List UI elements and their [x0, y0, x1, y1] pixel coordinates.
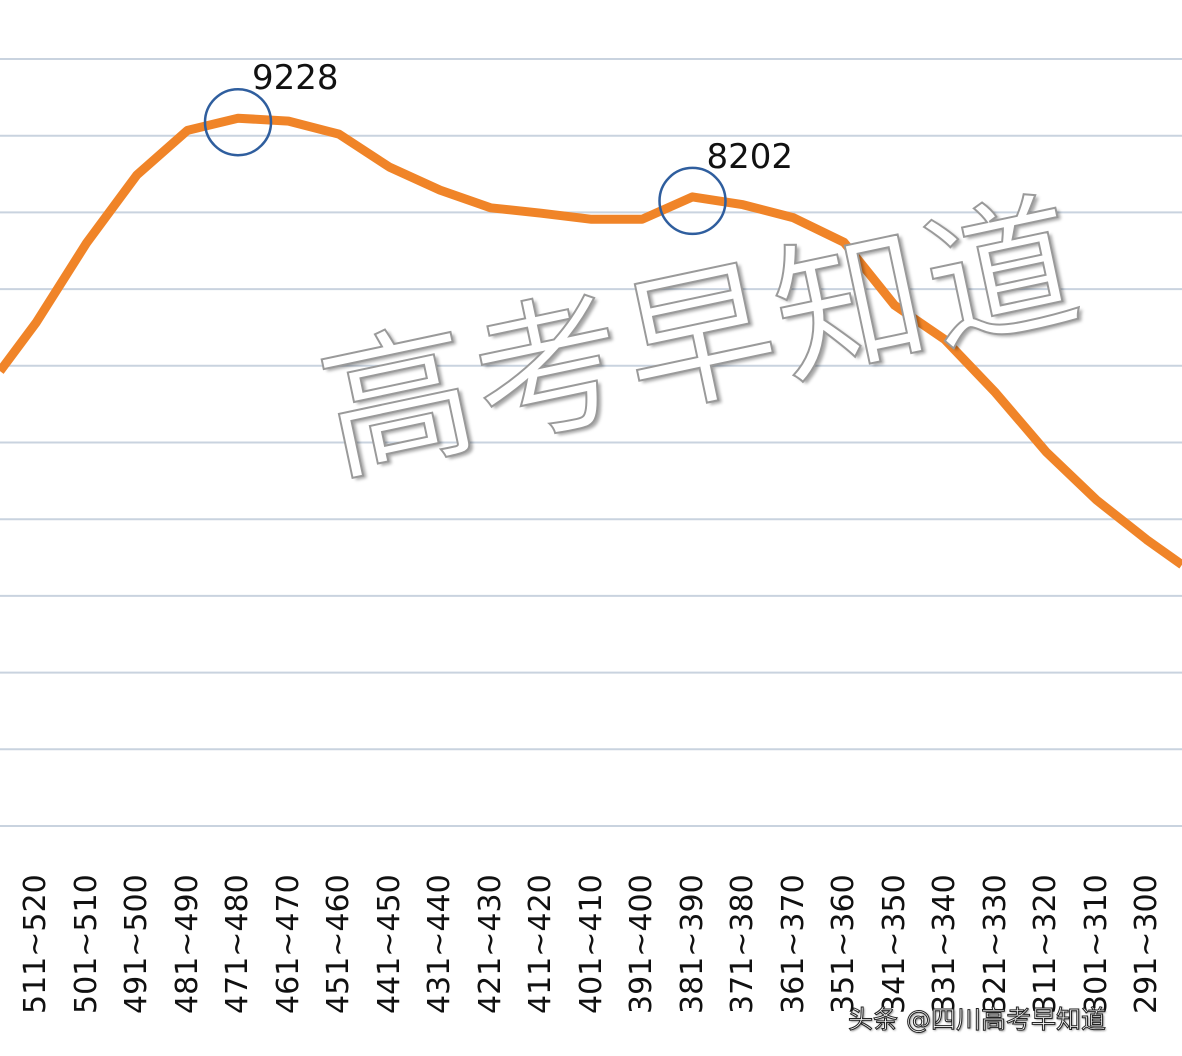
x-tick-label: 401~410: [573, 874, 609, 1014]
x-tick-label: 311~320: [1028, 874, 1063, 1014]
x-tick-label: 511~520: [18, 874, 53, 1014]
x-tick-label: 441~450: [371, 874, 407, 1014]
x-tick-label: 451~460: [321, 874, 356, 1014]
x-tick-label: 471~480: [220, 874, 255, 1014]
x-tick-label: 301~310: [1078, 874, 1114, 1014]
x-tick-label: 291~300: [1129, 874, 1164, 1014]
x-tick-label: 411~420: [523, 874, 558, 1014]
x-tick-label: 371~380: [725, 874, 760, 1014]
annotation-label: 8202: [706, 136, 794, 177]
x-tick-label: 421~430: [472, 874, 508, 1014]
annotation-label: 9228: [252, 58, 339, 99]
x-tick-label: 351~360: [826, 874, 861, 1014]
x-tick-label: 361~370: [775, 874, 811, 1014]
x-tick-label: 391~400: [624, 874, 659, 1014]
x-tick-label: 481~490: [169, 874, 205, 1014]
x-tick-label: 431~440: [422, 874, 457, 1014]
x-tick-label: 321~330: [977, 874, 1013, 1014]
x-tick-label: 381~390: [674, 874, 710, 1014]
credit-text: 头条 @四川高考早知道: [848, 1005, 1107, 1035]
x-tick-label: 341~350: [876, 874, 912, 1014]
x-tick-label: 461~470: [270, 874, 306, 1014]
annotation-circle: [658, 166, 727, 236]
x-tick-label: 491~500: [119, 874, 154, 1014]
x-tick-label: 331~340: [927, 874, 962, 1014]
annotation-circle: [203, 87, 273, 157]
x-tick-label: 501~510: [68, 874, 104, 1014]
